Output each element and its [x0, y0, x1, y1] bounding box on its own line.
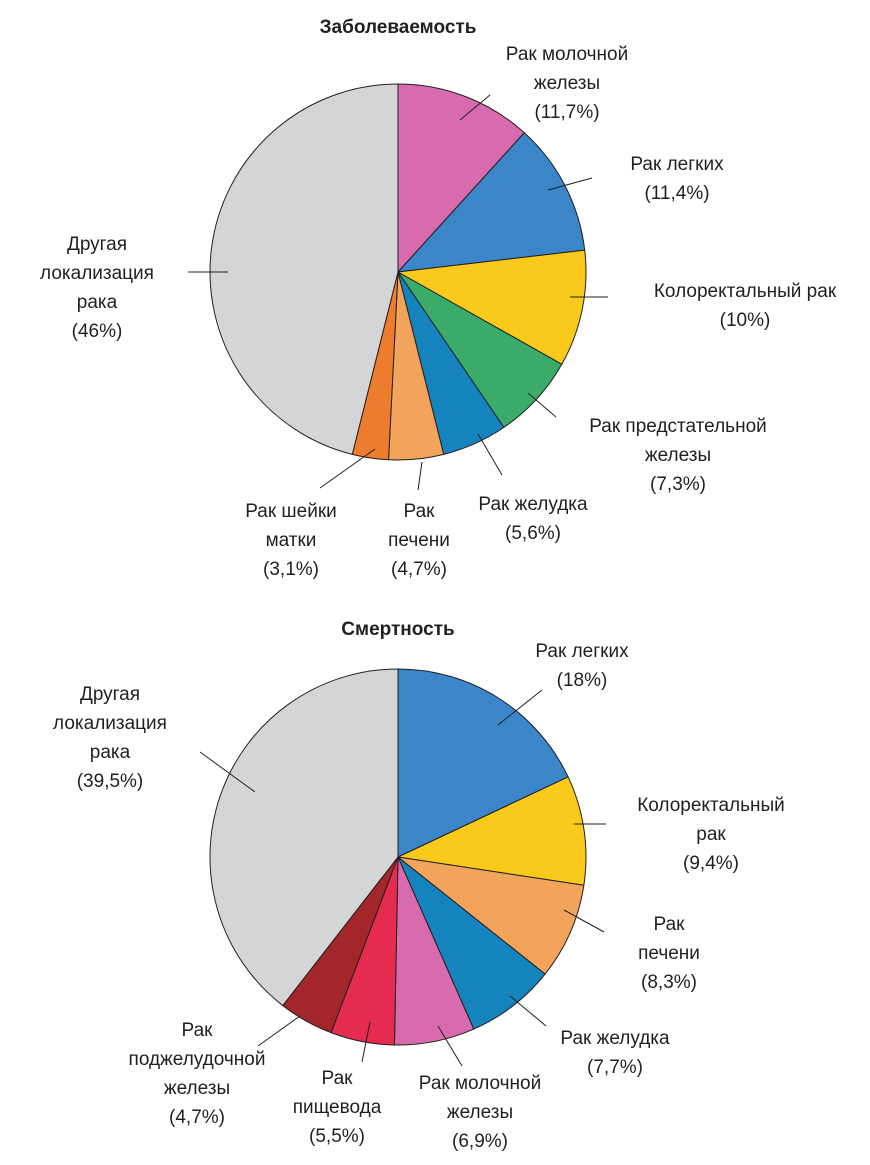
- pie-slice-1-1: [396, 776, 587, 886]
- slice-label-line: Рак шейки: [245, 501, 337, 522]
- slice-label-line: Рак молочной: [419, 1073, 541, 1094]
- slice-label-line: железы: [645, 445, 711, 466]
- leader-line-0-6: [319, 448, 376, 489]
- leader-line-0-0: [459, 94, 491, 121]
- slice-label-line: рака: [77, 292, 118, 313]
- slice-label-line: рак: [696, 824, 726, 845]
- slice-label-line: локализация: [53, 713, 167, 734]
- slice-label-line: Рак легких: [535, 641, 629, 662]
- pie-slice-1-7: [209, 668, 399, 1007]
- slice-label-line: железы: [447, 1102, 513, 1123]
- slice-label-рак-желудка-1-3: Рак желудка (7,7%): [560, 1028, 670, 1078]
- slice-label-рак-предстательной-0-3: Рак предстательной железы (7,3%): [589, 416, 767, 495]
- leader-line-0-4: [477, 433, 503, 476]
- leader-line-1-5: [361, 1021, 371, 1063]
- leader-line-1-2: [563, 909, 605, 933]
- slice-label-line: (8,3%): [641, 972, 697, 993]
- slice-label-line: (4,7%): [169, 1107, 225, 1128]
- pie-slice-0-7: [209, 83, 399, 455]
- slice-label-line: Рак желудка: [478, 494, 588, 515]
- slice-label-колоректальный-1-1: Колоректальный рак (9,4%): [637, 795, 785, 874]
- slice-label-line: (7,7%): [587, 1057, 643, 1078]
- slice-label-line: Рак: [404, 501, 436, 522]
- slice-label-line: Рак: [654, 914, 686, 935]
- incidence-pie-chart: Заболеваемость Рак молочной железы (11,7%)…: [40, 17, 837, 580]
- leader-line-0-1: [547, 177, 593, 191]
- slice-label-line: (7,3%): [650, 474, 706, 495]
- slice-label-line: (5,6%): [505, 523, 561, 544]
- leader-line-0-5: [417, 461, 423, 491]
- slice-label-line: железы: [534, 73, 600, 94]
- slice-label-line: пищевода: [293, 1097, 382, 1118]
- incidence-chart-title: Заболеваемость: [320, 17, 477, 38]
- slice-label-line: (4,7%): [391, 559, 447, 580]
- slice-label-колоректальный-рак-0-2: Колоректальный рак (10%): [654, 281, 837, 331]
- mortality-pie-chart: Смертность Рак легких (18%) Колоректальный…: [53, 619, 785, 1152]
- slice-label-line: матки: [266, 530, 317, 551]
- slice-label-line: поджелудочной: [129, 1049, 266, 1070]
- slice-label-рак-1-6: Рак поджелудочной железы (4,7%): [129, 1020, 266, 1128]
- slice-label-line: Колоректальный рак: [654, 281, 837, 302]
- slice-label-line: Другая: [80, 684, 140, 705]
- pie-slice-0-2: [396, 249, 587, 365]
- mortality-chart-title: Смертность: [341, 619, 454, 640]
- slice-label-рак-1-2: Рак печени (8,3%): [638, 914, 700, 993]
- slice-label-line: (18%): [557, 670, 608, 691]
- slice-label-рак-легких-0-1: Рак легких (11,4%): [630, 154, 724, 204]
- slice-label-line: (11,7%): [534, 102, 599, 123]
- leader-line-1-7: [199, 751, 256, 793]
- leader-line-0-3: [527, 392, 557, 418]
- slice-label-рак-0-5: Рак печени (4,7%): [388, 501, 450, 580]
- slice-label-line: (6,9%): [452, 1131, 508, 1152]
- pie-slice-1-0: [397, 668, 569, 858]
- leader-line-1-3: [509, 995, 547, 1027]
- slice-label-line: Рак желудка: [560, 1028, 670, 1049]
- slice-label-рак-1-5: Рак пищевода (5,5%): [293, 1068, 382, 1147]
- slice-label-line: Рак легких: [630, 154, 724, 175]
- slice-label-рак-молочной-1-4: Рак молочной железы (6,9%): [419, 1073, 541, 1152]
- slice-label-другая-0-7: Другая локализация рака (46%): [40, 234, 154, 342]
- leader-line-1-4: [437, 1025, 463, 1067]
- slice-label-line: (10%): [720, 310, 771, 331]
- slice-label-line: (5,5%): [309, 1126, 365, 1147]
- pie-slice-0-1: [396, 132, 586, 273]
- slice-label-line: Рак предстательной: [589, 416, 767, 437]
- slice-label-другая-1-7: Другая локализация рака (39,5%): [53, 684, 167, 792]
- slice-label-line: (46%): [72, 321, 123, 342]
- slice-label-line: Другая: [67, 234, 127, 255]
- slice-label-line: (11,4%): [644, 183, 709, 204]
- pie-slice-0-0: [397, 83, 525, 274]
- slice-label-line: Рак: [182, 1020, 214, 1041]
- slice-label-line: печени: [388, 530, 450, 551]
- slice-label-рак-молочной-0-0: Рак молочной железы (11,7%): [506, 44, 628, 123]
- slice-label-line: Рак молочной: [506, 44, 628, 65]
- slice-label-line: Рак: [322, 1068, 354, 1089]
- leader-line-1-6: [257, 1015, 301, 1047]
- slice-label-line: железы: [164, 1078, 230, 1099]
- slice-label-line: (9,4%): [683, 853, 739, 874]
- slice-label-line: (3,1%): [263, 559, 319, 580]
- slice-label-line: локализация: [40, 263, 154, 284]
- slice-label-line: Колоректальный: [637, 795, 785, 816]
- leader-line-1-0: [497, 689, 543, 726]
- slice-label-рак-шейки-0-6: Рак шейки матки (3,1%): [245, 501, 337, 580]
- slice-label-рак-желудка-0-4: Рак желудка (5,6%): [478, 494, 588, 544]
- slice-label-line: печени: [638, 943, 700, 964]
- slice-label-рак-легких-1-0: Рак легких (18%): [535, 641, 629, 691]
- pie-slice-1-2: [396, 856, 585, 975]
- slice-label-line: (39,5%): [77, 771, 144, 792]
- slice-label-line: рака: [90, 742, 131, 763]
